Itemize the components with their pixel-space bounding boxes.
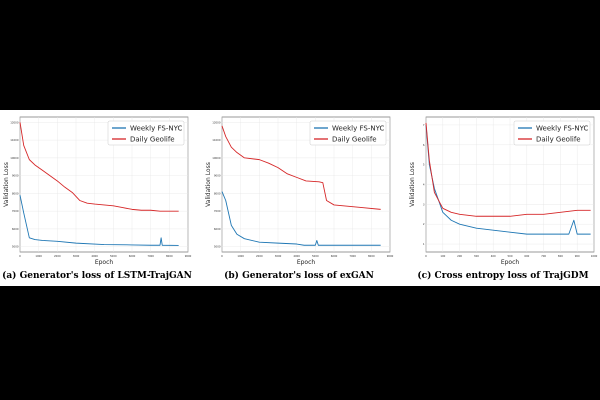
x-tick-label: 500 [508, 254, 513, 258]
caption-a: (a) Generator's loss of LSTM-TrajGAN [2, 271, 192, 281]
y-tick-label: 9000 [12, 174, 19, 178]
x-axis-label: Epoch [297, 259, 316, 266]
y-tick-label: 12000 [212, 120, 221, 124]
x-axis-label: Epoch [501, 259, 520, 266]
x-tick-label: 8000 [368, 254, 375, 258]
chart-c-svg: 0 100 200 300 400 500 600 700 800 900 1000 1 2 3 4 5 6 7 E… [409, 116, 598, 266]
x-tick-label: 7000 [349, 254, 356, 258]
legend-box [513, 120, 591, 146]
y-tick-label: 9000 [214, 174, 221, 178]
x-tick-label: 7000 [147, 254, 154, 258]
y-tick-label: 3 [423, 202, 425, 206]
chart-a-svg: 0 1000 2000 3000 4000 5000 6000 7000 8000 9000 500… [3, 116, 192, 266]
x-tick-label: 6000 [331, 254, 338, 258]
x-tick-label: 300 [474, 254, 479, 258]
legend-label: Weekly FS-NYC [536, 124, 588, 132]
x-tick-label: 0 [425, 254, 427, 258]
legend-label: Weekly FS-NYC [332, 124, 384, 132]
chart-panel-b: 0 1000 2000 3000 4000 5000 6000 7000 8000 9000 500… [204, 114, 394, 270]
series-line-daily [425, 122, 591, 217]
y-tick-label: 7000 [214, 209, 221, 213]
x-tick-label: 1000 [237, 254, 244, 258]
y-tick-label: 11000 [10, 138, 19, 142]
y-tick-label: 7000 [12, 209, 19, 213]
y-tick-label: 4 [423, 183, 425, 187]
y-tick-label: 10000 [10, 156, 19, 160]
chart-panel-a: 0 1000 2000 3000 4000 5000 6000 7000 8000 9000 500… [2, 114, 192, 270]
y-tick-label: 6000 [12, 227, 19, 231]
series-line-daily [19, 122, 179, 212]
x-tick-label: 9000 [387, 254, 394, 258]
x-tick-label: 700 [541, 254, 546, 258]
x-tick-label: 2000 [54, 254, 61, 258]
x-tick-label: 600 [524, 254, 529, 258]
y-tick-label: 6 [423, 143, 425, 147]
x-tick-label: 4000 [293, 254, 300, 258]
x-tick-label: 800 [558, 254, 563, 258]
y-tick-label: 10000 [212, 156, 221, 160]
x-tick-label: 0 [221, 254, 223, 258]
series-line-weekly [425, 124, 591, 235]
y-axis-label: Validation Loss [205, 162, 212, 207]
y-tick-label: 8000 [214, 191, 221, 195]
y-tick-label: 5000 [12, 245, 19, 249]
x-axis-label: Epoch [95, 259, 114, 266]
x-tick-label: 5000 [312, 254, 319, 258]
y-tick-label: 7 [423, 123, 425, 127]
y-tick-label: 5000 [214, 245, 221, 249]
y-tick-label: 2 [423, 222, 425, 226]
y-tick-label: 12000 [10, 120, 19, 124]
x-tick-label: 100 [440, 254, 445, 258]
legend-box [309, 120, 387, 146]
legend-label: Daily Geolife [130, 135, 175, 143]
caption-c: (c) Cross entropy loss of TrajGDM [417, 271, 589, 281]
x-tick-label: 3000 [275, 254, 282, 258]
series-line-weekly [221, 191, 381, 246]
y-tick-label: 1 [423, 242, 425, 246]
x-tick-label: 9000 [185, 254, 192, 258]
legend-label: Daily Geolife [536, 135, 581, 143]
x-tick-label: 6000 [129, 254, 136, 258]
x-tick-label: 0 [19, 254, 21, 258]
caption-b: (b) Generator's loss of exGAN [224, 271, 374, 281]
x-tick-label: 400 [491, 254, 496, 258]
legend-label: Weekly FS-NYC [130, 124, 182, 132]
x-tick-label: 8000 [166, 254, 173, 258]
series-line-daily [221, 125, 381, 210]
y-tick-label: 6000 [214, 227, 221, 231]
x-tick-label: 2000 [256, 254, 263, 258]
x-tick-label: 3000 [73, 254, 80, 258]
x-tick-label: 200 [457, 254, 462, 258]
chart-panel-c: 0 100 200 300 400 500 600 700 800 900 1000 1 2 3 4 5 6 7 E… [408, 114, 598, 270]
y-tick-label: 11000 [212, 138, 221, 142]
x-tick-label: 1000 [35, 254, 42, 258]
x-tick-label: 1000 [591, 254, 598, 258]
y-tick-label: 5 [423, 163, 425, 167]
x-tick-label: 4000 [91, 254, 98, 258]
x-tick-label: 900 [575, 254, 580, 258]
chart-b-svg: 0 1000 2000 3000 4000 5000 6000 7000 8000 9000 500… [205, 116, 394, 266]
y-axis-label: Validation Loss [409, 162, 416, 207]
legend-box [107, 120, 185, 146]
x-tick-label: 5000 [110, 254, 117, 258]
legend-label: Daily Geolife [332, 135, 377, 143]
y-axis-label: Validation Loss [3, 162, 10, 207]
y-tick-label: 8000 [12, 191, 19, 195]
series-line-weekly [19, 195, 179, 246]
